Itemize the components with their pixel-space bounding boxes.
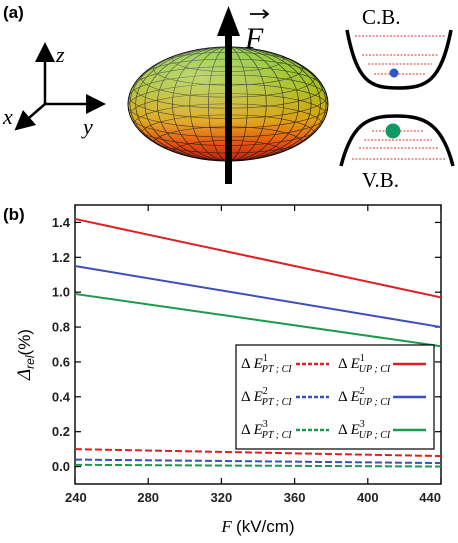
series-line [74, 265, 442, 329]
y-tick-label: 0.4 [52, 389, 71, 404]
series-line [74, 458, 442, 465]
vb-label: V.B. [362, 168, 399, 192]
x-tick-label: 400 [357, 490, 379, 505]
x-axis-title: F (kV/cm) [220, 517, 294, 536]
z-axis-label: z [55, 42, 65, 67]
x-axis: 240 280 320 360 400 440 [65, 205, 442, 505]
y-tick-label: 1.0 [52, 285, 70, 300]
legend-label: Δ E3 UP ; CI [338, 419, 391, 441]
panel-b-label: (b) [3, 205, 25, 224]
series-lines [74, 217, 442, 468]
legend-label: Δ E1 UP ; CI [338, 353, 391, 375]
x-tick-label: 240 [65, 490, 87, 505]
y-tick-label: 0.8 [52, 320, 70, 335]
legend-label: Δ E1 PT ; CI [241, 353, 292, 375]
y-tick-label: 1.4 [52, 215, 71, 230]
series-line [74, 217, 442, 299]
series-line [74, 463, 442, 468]
electron-dot [389, 68, 399, 78]
y-axis-label: y [81, 114, 93, 139]
field-label: F [244, 22, 264, 55]
y-tick-label: 1.2 [52, 250, 70, 265]
conduction-band [345, 29, 453, 90]
y-tick-label: 0.0 [52, 459, 70, 474]
series-line [74, 292, 442, 348]
series-line [74, 448, 442, 458]
y-axis-title: Δrel(%) [14, 329, 37, 381]
y-tick-label: 0.2 [52, 424, 70, 439]
legend-label: Δ E2 PT ; CI [241, 386, 292, 408]
legend-label: Δ E3 PT ; CI [241, 419, 292, 441]
legend: Δ E1 PT ; CI Δ E1 UP ; CI Δ E2 PT ; CI Δ E2 UP … [235, 344, 435, 450]
x-tick-label: 360 [284, 490, 306, 505]
y-axis: 0.0 0.2 0.4 0.6 0.8 1.0 1.2 1.4 [52, 215, 441, 474]
hole-dot [385, 123, 401, 139]
legend-label: Δ E2 UP ; CI [338, 386, 391, 408]
plot-frame [74, 204, 442, 485]
x-tick-label: 280 [137, 490, 159, 505]
cb-label: C.B. [362, 5, 401, 29]
x-tick-label: 320 [211, 490, 233, 505]
chart: 0.0 0.2 0.4 0.6 0.8 1.0 1.2 1.4 240 280 320 360 400… [14, 204, 442, 536]
x-axis-label: x [2, 104, 13, 129]
valence-band [339, 114, 455, 167]
y-tick-label: 0.6 [52, 354, 70, 369]
panel-a-label: (a) [3, 3, 24, 22]
field-vector-arrow-icon [250, 9, 270, 19]
x-tick-label: 440 [419, 490, 441, 505]
coordinate-axes [14, 42, 106, 131]
field-arrow [217, 6, 240, 184]
